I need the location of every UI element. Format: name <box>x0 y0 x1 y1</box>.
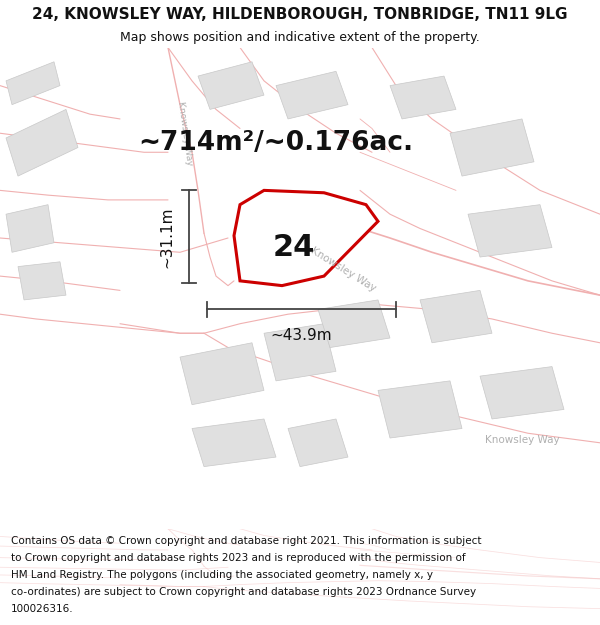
Polygon shape <box>288 419 348 467</box>
Text: Knowsley Way: Knowsley Way <box>309 246 377 294</box>
Polygon shape <box>276 71 348 119</box>
Polygon shape <box>390 76 456 119</box>
Polygon shape <box>246 214 312 262</box>
Polygon shape <box>264 324 336 381</box>
Text: ~31.1m: ~31.1m <box>159 206 174 268</box>
Text: 24, KNOWSLEY WAY, HILDENBOROUGH, TONBRIDGE, TN11 9LG: 24, KNOWSLEY WAY, HILDENBOROUGH, TONBRID… <box>32 7 568 22</box>
Polygon shape <box>6 62 60 104</box>
Polygon shape <box>450 119 534 176</box>
Polygon shape <box>234 191 378 286</box>
Text: ~43.9m: ~43.9m <box>271 329 332 344</box>
Polygon shape <box>198 62 264 109</box>
Text: Map shows position and indicative extent of the property.: Map shows position and indicative extent… <box>120 31 480 44</box>
Polygon shape <box>180 342 264 405</box>
Text: Contains OS data © Crown copyright and database right 2021. This information is : Contains OS data © Crown copyright and d… <box>11 536 481 546</box>
Polygon shape <box>6 204 54 252</box>
Polygon shape <box>318 300 390 348</box>
Text: 100026316.: 100026316. <box>11 604 73 614</box>
Polygon shape <box>480 367 564 419</box>
Text: ~714m²/~0.176ac.: ~714m²/~0.176ac. <box>139 130 413 156</box>
Text: to Crown copyright and database rights 2023 and is reproduced with the permissio: to Crown copyright and database rights 2… <box>11 553 466 563</box>
Polygon shape <box>6 109 78 176</box>
Text: Knowsley Way: Knowsley Way <box>176 101 194 166</box>
Text: co-ordinates) are subject to Crown copyright and database rights 2023 Ordnance S: co-ordinates) are subject to Crown copyr… <box>11 587 476 597</box>
Polygon shape <box>420 291 492 342</box>
Polygon shape <box>192 419 276 467</box>
Text: Knowsley Way: Knowsley Way <box>485 436 559 446</box>
Text: 24: 24 <box>273 233 315 262</box>
Polygon shape <box>378 381 462 438</box>
Polygon shape <box>18 262 66 300</box>
Polygon shape <box>468 204 552 257</box>
Text: HM Land Registry. The polygons (including the associated geometry, namely x, y: HM Land Registry. The polygons (includin… <box>11 570 433 580</box>
